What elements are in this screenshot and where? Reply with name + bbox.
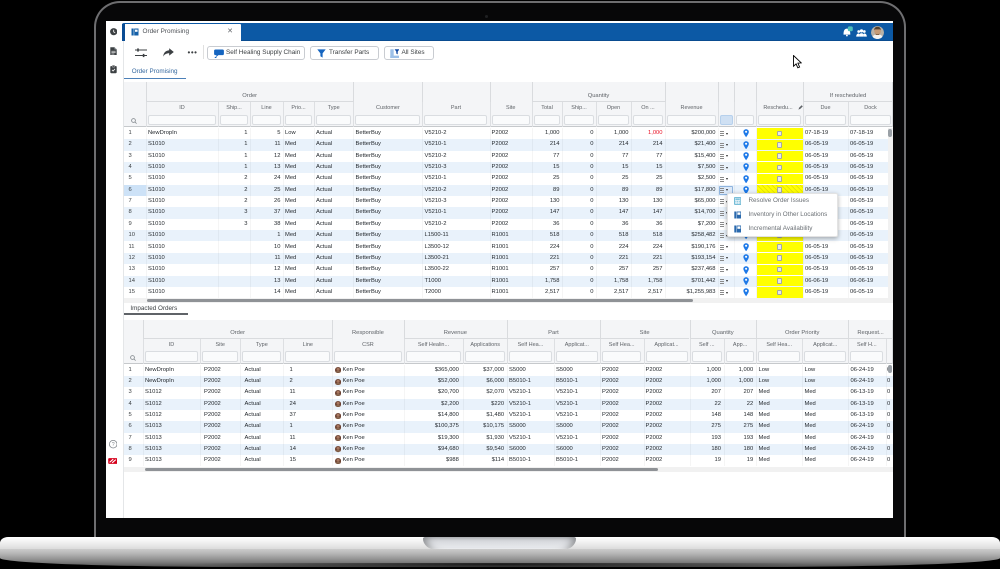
svg-text:?: ?	[112, 442, 115, 448]
